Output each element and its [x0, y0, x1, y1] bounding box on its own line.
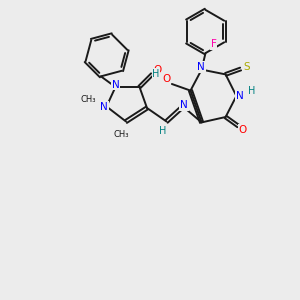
Text: N: N — [180, 100, 188, 110]
Text: O: O — [162, 74, 171, 84]
Text: O: O — [153, 65, 162, 75]
Text: H: H — [152, 69, 160, 79]
Text: F: F — [211, 39, 217, 49]
Text: H: H — [159, 125, 167, 136]
Text: CH₃: CH₃ — [81, 94, 96, 103]
Text: O: O — [238, 124, 247, 135]
Text: N: N — [100, 101, 108, 112]
Text: N: N — [236, 91, 244, 101]
Text: CH₃: CH₃ — [114, 130, 129, 139]
Text: S: S — [243, 62, 250, 72]
Text: N: N — [112, 80, 119, 90]
Text: N: N — [197, 62, 205, 72]
Text: H: H — [248, 85, 255, 96]
